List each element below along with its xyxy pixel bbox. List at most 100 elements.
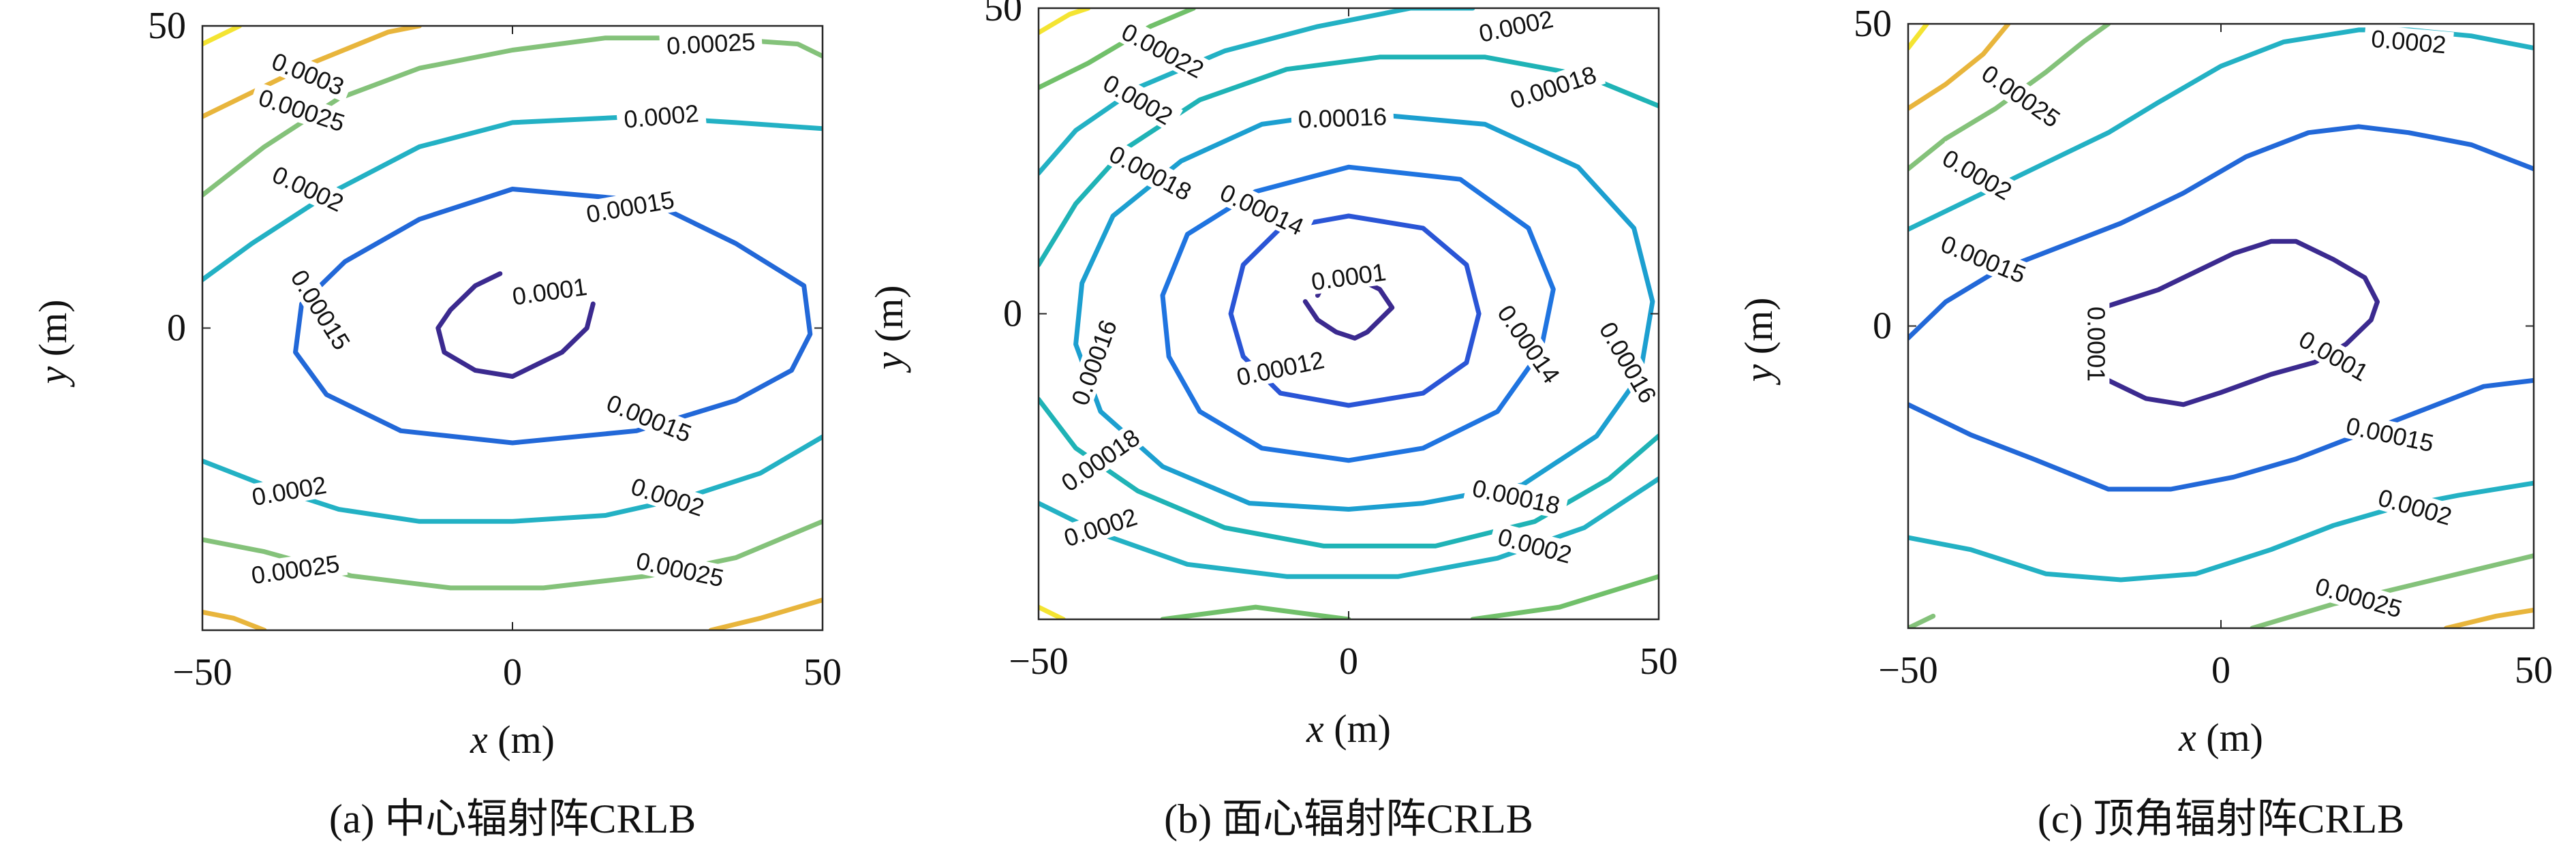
contour-label: 0.00025 (627, 546, 733, 593)
contour-label-text: 0.00022 (1117, 18, 1208, 84)
x-axis-label: x (m) (2178, 715, 2263, 760)
contour-label: 0.00018 (1099, 137, 1202, 208)
contour-label-text: 0.0002 (1476, 5, 1555, 48)
contour-label: 0.0001 (2288, 322, 2379, 389)
contour-line-0_00014 (1160, 164, 1556, 463)
contour-line-0_00022 (1470, 574, 1659, 619)
y-tick-label: 50 (148, 5, 186, 47)
contour-label: 0.0002 (622, 470, 714, 523)
contour-label: 0.0002 (2363, 25, 2454, 59)
contour-line-0_0001 (2100, 238, 2380, 407)
x-tick-label: −50 (1878, 649, 1938, 692)
x-axis-label: x (m) (470, 717, 555, 762)
x-tick-label: 0 (2211, 649, 2230, 692)
contour-line-high (1039, 604, 1066, 619)
x-tick-label: 50 (803, 651, 842, 694)
contour-label-text: 0.00016 (1298, 102, 1387, 134)
contour-label-text: 0.00012 (1234, 345, 1327, 391)
x-tick-label: 50 (1640, 640, 1678, 683)
x-tick-label: 50 (2515, 649, 2553, 692)
x-tick-label: −50 (1009, 640, 1069, 683)
contour-line-0_00025 (1908, 613, 1936, 628)
y-tick-label: 0 (167, 307, 186, 350)
contour-label: 0.0001 (504, 272, 596, 311)
contour-line-0_00022 (1160, 604, 1351, 619)
contour-label: 0.00018 (1500, 59, 1606, 115)
contour-label: 0.00025 (659, 27, 763, 60)
contour-label-text: 0.00015 (602, 389, 695, 448)
contour-label: 0.00016 (1291, 102, 1394, 134)
x-tick-label: 0 (1339, 640, 1358, 683)
contour-line-0_00025 (2250, 553, 2534, 628)
contour-line-0_0003 (708, 598, 823, 630)
x-axis-label: x (m) (1306, 707, 1391, 751)
y-axis-label: y (m) (1736, 298, 1781, 386)
contour-label: 0.0002 (2369, 482, 2462, 531)
contour-line-0_00015 (1908, 124, 2534, 341)
contour-line-0_0003 (202, 609, 267, 630)
contour-line-0_00012 (1228, 213, 1482, 408)
contour-line-0_0002 (1908, 480, 2534, 583)
y-tick-label: 0 (1003, 293, 1022, 335)
contour-label-text: 0.0001 (2295, 325, 2374, 387)
contour-line-0_0002 (1039, 8, 1475, 176)
y-tick-label: 50 (1854, 3, 1892, 45)
y-axis-label: y (m) (867, 285, 911, 373)
contour-label: 0.00018 (1463, 473, 1569, 520)
contour-label-text: 0.00014 (1492, 300, 1565, 388)
contour-label-text: 0.00025 (634, 546, 726, 592)
contour-label: 0.00025 (1972, 55, 2071, 136)
panel-caption: (a) 中心辐射阵CRLB (329, 796, 696, 841)
contour-label: 0.0002 (1488, 521, 1581, 570)
contour-label-text: 0.00018 (1105, 140, 1196, 206)
contour-label-text: 0.00018 (1470, 474, 1563, 520)
contour-label: 0.0002 (262, 157, 354, 219)
y-axis-label: y (m) (31, 300, 75, 388)
contour-line-0_00022 (1039, 8, 1196, 91)
contour-line-0_0001 (435, 271, 596, 379)
panel-a: 0.0001 0.00015 0.00015 0.00015 0.0002 0.0002 0… (31, 5, 842, 841)
contour-line-0_00015 (293, 187, 813, 446)
panel-caption: (b) 面心辐射阵CRLB (1164, 796, 1533, 841)
contour-line-0_00016 (1073, 110, 1655, 512)
contour-label-text: 0.0002 (623, 99, 700, 133)
plot-frame (1907, 22, 2535, 630)
contour-label-text: 0.0001 (2082, 307, 2110, 382)
contour-label-text: 0.0002 (1495, 523, 1575, 569)
contour-label-text: 0.0002 (2375, 483, 2455, 531)
contour-line-high (202, 26, 243, 47)
contour-label-text: 0.0001 (510, 273, 589, 311)
contour-label: 0.0002 (1932, 140, 2023, 208)
contour-lines (1908, 24, 2534, 628)
contour-label: 0.00016 (1064, 309, 1124, 415)
contour-label: 0.0001 (2082, 300, 2110, 389)
contour-line-0_00025 (202, 518, 823, 591)
contour-label-text: 0.00025 (2312, 572, 2405, 623)
panel-caption: (c) 顶角辐射阵CRLB (2038, 796, 2404, 841)
contour-label-text: 0.00025 (249, 549, 341, 589)
contour-label: 0.00015 (596, 386, 702, 450)
contour-label: 0.0002 (1469, 3, 1563, 48)
contour-line-0_0003 (2444, 607, 2534, 628)
contour-label: 0.00014 (1489, 294, 1569, 394)
contour-label: 0.00015 (282, 259, 359, 360)
contour-label-text: 0.00016 (1066, 316, 1122, 409)
contour-label-text: 0.0002 (250, 471, 329, 511)
contour-line-0_0003 (1908, 24, 2011, 111)
contour-line-0_00018 (1039, 55, 1659, 268)
x-tick-label: 0 (503, 651, 522, 694)
contour-label: 0.00025 (2305, 570, 2412, 624)
contour-label: 0.0002 (615, 99, 707, 134)
y-tick-label: 0 (1873, 305, 1892, 347)
x-tick-label: −50 (172, 651, 232, 694)
contour-line-0_0002 (202, 114, 823, 282)
contour-label: 0.00025 (243, 549, 348, 589)
contour-line-0_00025 (202, 35, 823, 198)
contour-line-high (1039, 8, 1091, 35)
contour-label-text: 0.00025 (666, 27, 756, 60)
contour-label: 0.00016 (1591, 311, 1666, 414)
contour-label: 0.00015 (577, 185, 683, 228)
panel-c: 0.0001 0.00010.000150.000150.00020.00020.… (1736, 3, 2553, 841)
contour-label-text: 0.0002 (2370, 25, 2447, 59)
